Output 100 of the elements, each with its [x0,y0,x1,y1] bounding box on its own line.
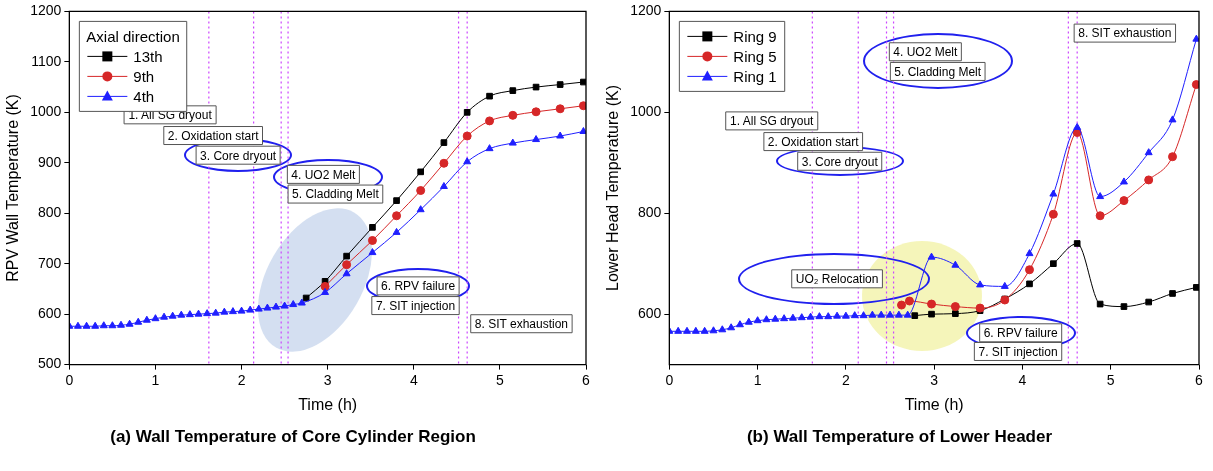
annotation: 5. Cladding Melt [292,187,380,202]
point [797,313,806,321]
point [125,319,134,327]
annotation: 2. Oxidation start [167,128,260,143]
y-tick-label: 1200 [630,2,662,19]
point [976,280,985,288]
annotation: 4. UO2 Melt [893,45,959,60]
point [463,157,472,165]
y-tick-label: 800 [637,204,662,221]
point [950,302,960,312]
point [911,312,919,319]
point [302,294,310,302]
point [1119,196,1129,206]
x-tick-label: 0 [65,371,74,388]
point [134,317,143,325]
legend-label: Ring 9 [733,27,777,45]
point [975,303,985,313]
point [555,104,565,114]
point [463,108,471,116]
point [579,126,586,134]
point [532,83,540,91]
point [194,309,203,317]
point [753,316,762,324]
point [1096,192,1105,200]
annotation: 6. RPV failure [381,279,456,294]
x-tick-label: 1 [151,371,160,388]
point [416,205,425,213]
point [82,321,91,329]
point [762,315,771,323]
point [321,287,330,295]
point [168,311,177,319]
point [439,158,449,168]
y-tick-label: 800 [37,204,62,221]
point [509,87,517,94]
point [727,323,736,331]
x-tick-label: 3 [323,371,332,388]
point [320,281,330,291]
point [393,197,400,204]
point [951,260,960,268]
point [246,305,255,313]
y-tick-label: 1200 [30,2,62,19]
point [439,181,448,189]
point [203,309,212,317]
legend-label: 13th [133,47,163,65]
annotation: 3. Core dryout [200,148,277,163]
point [369,224,376,231]
point [674,326,683,334]
point [91,321,100,329]
point [771,314,780,322]
x-axis-title: Time (h) [298,396,358,414]
point [392,211,402,221]
point [841,311,850,319]
point [877,310,886,318]
point [859,311,868,319]
y-tick-label: 500 [37,355,62,372]
point [1049,189,1058,197]
point [833,311,842,319]
point [744,317,753,325]
point [485,116,495,126]
point [142,315,151,323]
point [342,269,351,277]
annotation: 7. SIT injection [978,344,1058,359]
point [736,320,744,328]
point [556,81,564,88]
legend-label: Ring 5 [733,47,777,65]
point [211,308,220,316]
point [815,312,824,320]
point [272,302,280,310]
point [237,306,246,314]
legend-label: Ring 1 [733,67,777,85]
x-tick-label: 2 [237,371,246,388]
point [342,260,352,270]
point [556,131,565,139]
point [952,310,959,317]
point [151,314,160,322]
y-tick-label: 1100 [31,52,62,69]
point [508,138,517,146]
point [1026,280,1033,288]
point [1096,300,1104,308]
legend-label: 4th [133,87,155,105]
point [1193,284,1199,291]
point [508,110,518,120]
point [780,314,789,322]
point [1168,115,1177,123]
annotation: 4. UO2 Melt [291,167,357,182]
point [99,321,108,329]
point [850,311,859,319]
point [289,300,298,308]
point [73,321,82,329]
point [368,248,377,256]
point [1120,177,1128,185]
x-tick-label: 5 [495,371,504,388]
point [177,310,186,318]
point [683,326,691,334]
annotation: 8. SIT exhaustion [474,317,568,332]
point [928,310,935,318]
point [806,312,815,320]
point [1191,80,1199,90]
point [1073,122,1082,130]
point [1095,211,1105,221]
